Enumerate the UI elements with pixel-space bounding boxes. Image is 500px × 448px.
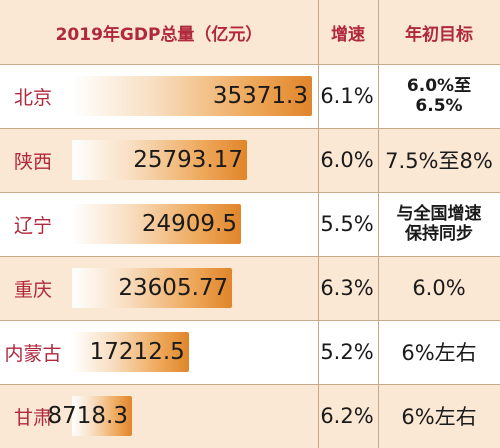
growth-rate: 6.2% [320,404,374,428]
target-value: 6%左右 [401,405,477,429]
row-divider [0,384,500,385]
gdp-value-label: 35371.3 [212,83,308,109]
gdp-bar [72,332,189,372]
gdp-value-label: 25793.17 [133,147,243,173]
province-label: 辽宁 [13,214,52,237]
gdp-bar [72,396,132,436]
gdp-value-label: 24909.5 [141,211,237,237]
growth-column-header: 增速 [318,0,378,64]
row-divider [0,192,500,193]
gdp-bar [72,268,233,308]
row-divider [0,64,500,65]
target-value: 6%左右 [401,341,477,365]
row-divider [0,320,500,321]
row-divider [0,128,500,129]
growth-rate: 6.0% [320,148,374,172]
province-label: 重庆 [13,278,52,301]
growth-rate: 5.2% [320,340,374,364]
gdp-bar [72,204,241,244]
value-column-header: 2019年GDP总量（亿元） [0,0,318,64]
province-label: 甘肃 [13,406,52,429]
column-divider [378,0,379,448]
target-value: 6.0% [412,276,466,300]
province-label: 北京 [13,86,52,109]
province-label: 陕西 [13,150,52,173]
gdp-value-label: 23605.77 [118,275,229,301]
column-divider [318,0,319,448]
gdp-bar [72,140,247,180]
target-value: 与全国增速保持同步 [396,204,482,244]
target-value: 7.5%至8% [385,149,493,173]
province-label: 内蒙古 [4,342,62,365]
gdp-bar [72,76,312,116]
target-value: 6.0%至6.5% [406,76,472,116]
growth-rate: 5.5% [320,212,374,236]
row-divider [0,256,500,257]
growth-rate: 6.1% [320,84,374,108]
gdp-value-label: 17212.5 [89,339,185,365]
gdp-value-label: 8718.3 [47,403,128,429]
target-column-header: 年初目标 [378,0,500,64]
growth-rate: 6.3% [320,276,374,300]
